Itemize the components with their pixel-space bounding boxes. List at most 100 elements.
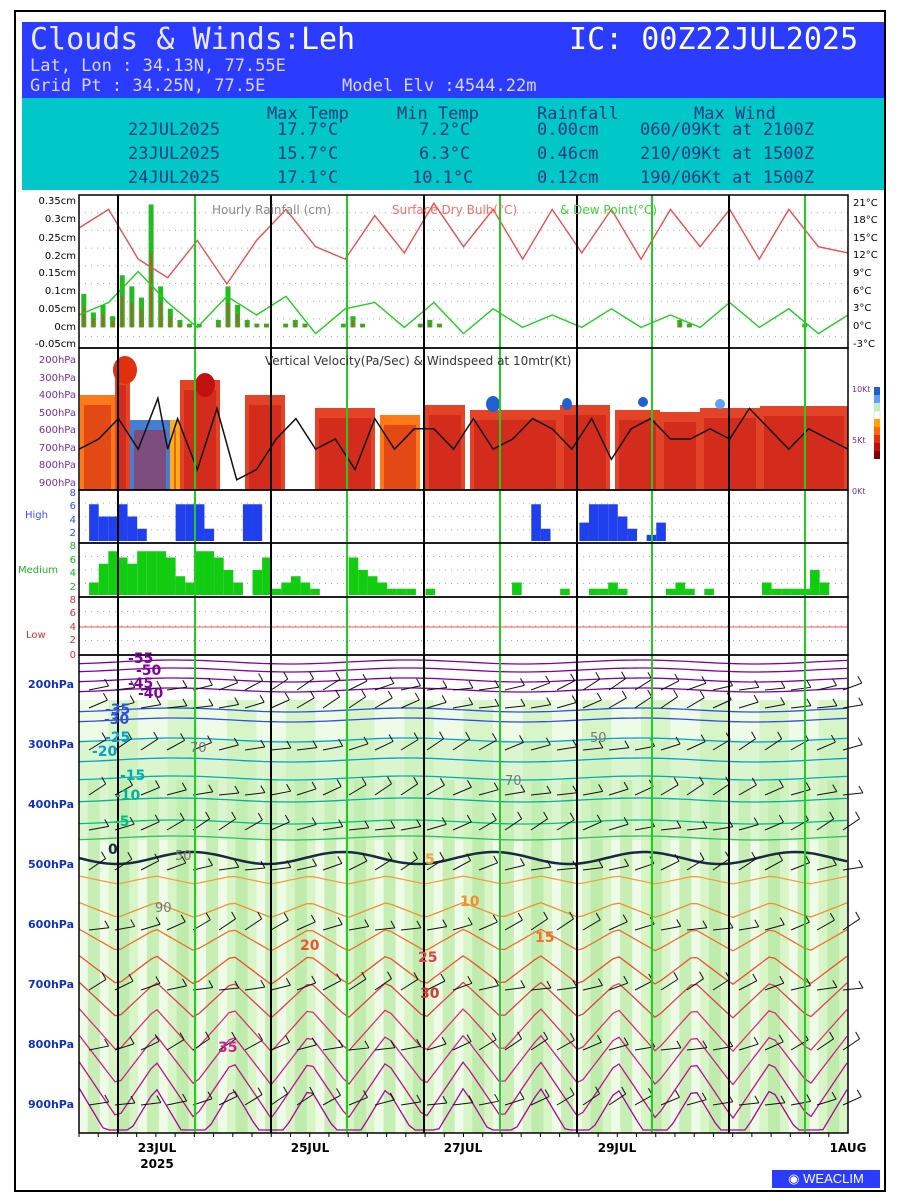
wind-barb (218, 866, 239, 871)
wind-barb (582, 1093, 600, 1106)
medium-cloud-bar (406, 588, 416, 595)
wind-barb (400, 739, 419, 751)
rh-shade-core (413, 780, 426, 1133)
wind-barb-feather (624, 858, 630, 867)
rh-shade-core (235, 780, 248, 1133)
isotherm-label: 5 (425, 852, 435, 868)
wind-barb (660, 784, 679, 796)
wind-barb-feather (337, 856, 343, 864)
wind-barb-feather (621, 671, 626, 679)
wind-barb (686, 783, 704, 796)
wind-barb (764, 738, 782, 751)
wind-barb-feather (543, 811, 549, 820)
wind-barb (478, 862, 498, 871)
wind-barb (816, 685, 837, 691)
wind-barb (686, 927, 707, 931)
vv-cell (380, 415, 420, 490)
vv-cell-core (619, 420, 656, 490)
wind-barb (218, 1095, 238, 1106)
wind-barb-feather (260, 739, 266, 748)
rain-bar-inner (351, 320, 354, 328)
temp-tick: 9°C (853, 268, 871, 279)
wind-barb (660, 827, 681, 831)
wind-barb-feather (751, 731, 756, 740)
wind-barb-feather (804, 914, 810, 923)
wind-barb-feather (442, 680, 448, 688)
wind-barb-feather (858, 697, 864, 706)
wind-barb-feather (207, 1091, 213, 1099)
wind-barb-feather (517, 912, 523, 921)
wind-barb-feather (832, 698, 838, 707)
wind-barb-feather (675, 1090, 680, 1098)
isotherm-upper (78, 737, 848, 743)
wind-barb-feather (231, 811, 237, 820)
wind-barb (842, 818, 860, 831)
isotherm-upper (78, 717, 848, 723)
wind-barb-feather (467, 917, 473, 925)
wind-barb-feather (234, 785, 240, 794)
wind-barb (530, 866, 551, 871)
wind-barb-feather (310, 914, 316, 923)
medium-cloud-bar (761, 582, 772, 595)
wind-barb (270, 919, 289, 931)
wind-barb (270, 821, 290, 831)
rain-bar-inner (303, 325, 306, 328)
wind-barb (608, 823, 629, 831)
wind-barb-feather (441, 817, 447, 825)
wind-barb (374, 1047, 395, 1051)
wind-barb-feather (361, 971, 367, 980)
wind-barb-feather (752, 973, 758, 982)
wind-barb (608, 1093, 626, 1106)
isotherm-lower (78, 875, 848, 885)
medium-cloud-bar (685, 588, 695, 595)
wind-barb-feather (856, 1089, 862, 1097)
wind-barb-feather (389, 1092, 395, 1101)
wind-barb-feather (205, 1031, 210, 1039)
rh-shade-core (620, 780, 633, 1133)
high-cloud-bar (627, 528, 638, 541)
wind-barb (504, 919, 523, 931)
wind-barb (244, 1094, 263, 1106)
medium-cloud-bar (166, 557, 176, 595)
wind-barb-feather (413, 851, 418, 859)
wind-barb (140, 704, 161, 709)
wind-barb-feather (699, 690, 705, 699)
high-cloud-bar (608, 504, 618, 541)
wind-barb (608, 678, 626, 691)
wind-barb-feather (179, 812, 185, 821)
wind-barb (296, 823, 317, 831)
vv-cell (180, 380, 220, 490)
wind-barb (348, 1097, 368, 1106)
wind-barb-feather (779, 975, 785, 984)
wind-barb-feather (494, 698, 500, 707)
wind-barb (660, 1096, 680, 1106)
wind-barb (452, 738, 470, 751)
wind-barb (842, 987, 863, 991)
wind-barb (166, 1100, 187, 1106)
wind-barb (374, 1099, 395, 1106)
wind-barb-feather (284, 814, 290, 823)
wind-barb (140, 687, 161, 691)
wind-barb (842, 866, 863, 871)
row1-max: 17.7°C (277, 120, 339, 140)
isotherm-upper (78, 775, 848, 781)
wind-barb-feather (517, 811, 523, 820)
wind-barb (790, 789, 811, 796)
wind-barb (348, 827, 369, 831)
rh-shade-core (353, 780, 366, 1133)
wind-barb-feather (127, 851, 133, 860)
wind-barb (504, 864, 525, 871)
vv-cell-core (664, 422, 696, 490)
wind-barb (530, 818, 548, 831)
high-cloud-bar (175, 504, 186, 541)
windspeed-line (78, 395, 849, 481)
high-cloud-bar (579, 522, 589, 541)
wind-barb-feather (751, 851, 757, 860)
wind-barb (166, 705, 187, 709)
vv-colorbar (873, 387, 881, 459)
medium-cloud-bar (175, 576, 186, 595)
medium-tick: 2 (70, 582, 76, 593)
wind-barb (764, 821, 784, 831)
wind-barb-feather (830, 734, 836, 743)
wind-barb-feather (702, 920, 708, 929)
